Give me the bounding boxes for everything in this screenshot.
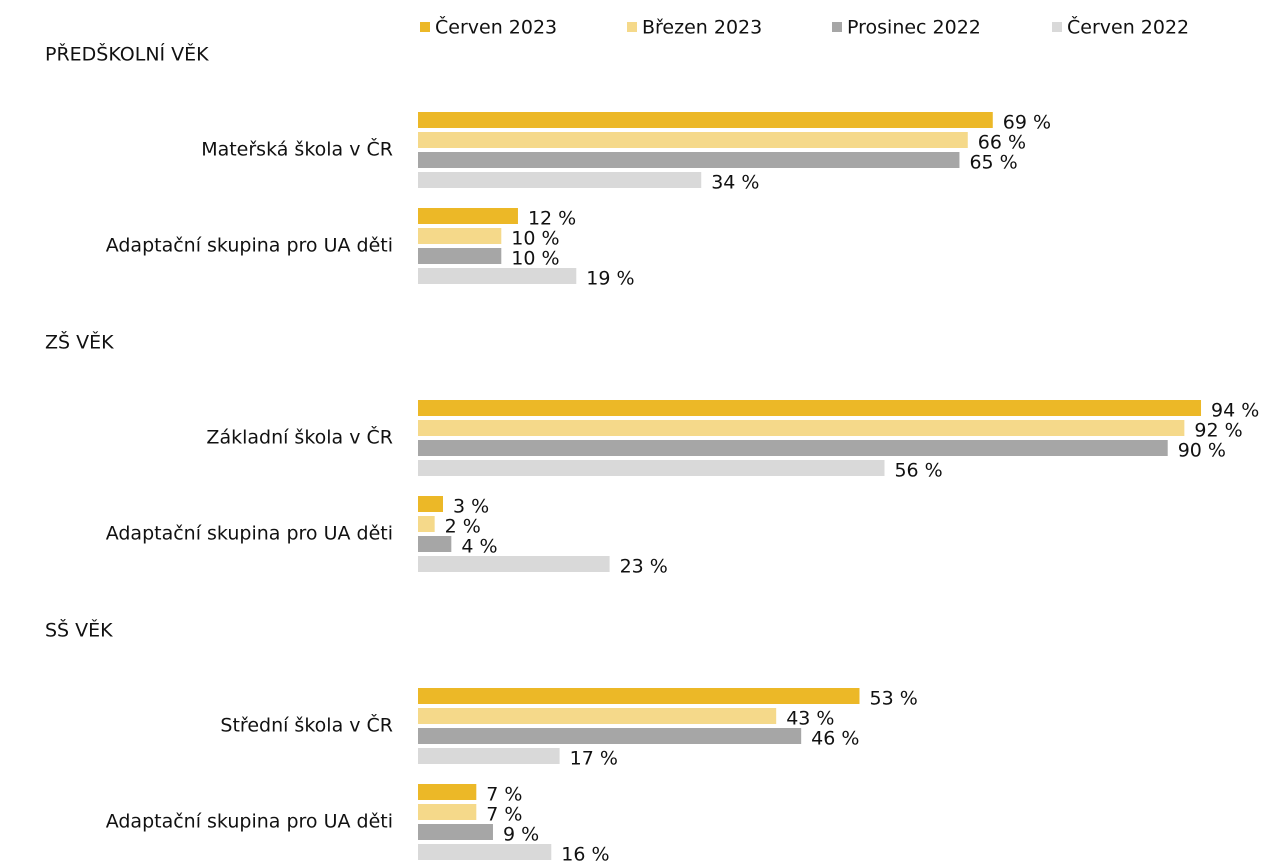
legend-swatch — [627, 22, 637, 32]
category-label: Adaptační skupina pro UA děti — [106, 235, 393, 257]
bar — [418, 536, 452, 552]
legend-label: Březen 2023 — [642, 17, 762, 39]
category-label: Základní škola v ČR — [206, 425, 393, 449]
bar — [418, 152, 960, 168]
value-label: 19 % — [586, 268, 634, 290]
value-label: 9 % — [503, 824, 539, 846]
legend-label: Červen 2023 — [435, 15, 557, 39]
value-label: 12 % — [528, 208, 576, 230]
bar — [418, 556, 610, 572]
bar — [418, 748, 560, 764]
value-label: 34 % — [711, 172, 759, 194]
bar — [418, 132, 968, 148]
value-label: 10 % — [511, 228, 559, 250]
value-label: 92 % — [1194, 420, 1242, 442]
bar — [418, 728, 802, 744]
value-label: 3 % — [453, 496, 489, 518]
legend-swatch — [1052, 22, 1062, 32]
value-label: 10 % — [511, 248, 559, 270]
bar — [418, 708, 777, 724]
category-label: Střední škola v ČR — [220, 713, 393, 737]
value-label: 16 % — [561, 844, 609, 862]
value-label: 66 % — [978, 132, 1026, 154]
value-label: 2 % — [445, 516, 481, 538]
section-title: ZŠ VĚK — [45, 330, 114, 354]
category-label: Adaptační skupina pro UA děti — [106, 811, 393, 833]
value-label: 4 % — [461, 536, 497, 558]
value-label: 53 % — [869, 688, 917, 710]
value-label: 7 % — [486, 784, 522, 806]
bar — [418, 440, 1168, 456]
bar — [418, 268, 577, 284]
legend-swatch — [832, 22, 842, 32]
section-title: PŘEDŠKOLNÍ VĚK — [45, 42, 209, 66]
value-label: 90 % — [1178, 440, 1226, 462]
category-label: Mateřská škola v ČR — [201, 137, 393, 161]
value-label: 23 % — [620, 556, 668, 578]
legend-swatch — [420, 22, 430, 32]
bar — [418, 784, 477, 800]
bar — [418, 804, 477, 820]
bar — [418, 460, 885, 476]
bar — [418, 208, 518, 224]
bar — [418, 496, 443, 512]
value-label: 69 % — [1003, 112, 1051, 134]
legend-label: Prosinec 2022 — [847, 17, 981, 39]
legend-label: Červen 2022 — [1067, 15, 1189, 39]
bar — [418, 824, 493, 840]
bar — [418, 844, 552, 860]
value-label: 46 % — [811, 728, 859, 750]
bar — [418, 400, 1202, 416]
bar — [418, 688, 860, 704]
bar — [418, 516, 435, 532]
category-label: Adaptační skupina pro UA děti — [106, 523, 393, 545]
value-label: 7 % — [486, 804, 522, 826]
value-label: 56 % — [894, 460, 942, 482]
value-label: 94 % — [1211, 400, 1259, 422]
section-title: SŠ VĚK — [45, 618, 113, 642]
bar — [418, 112, 993, 128]
value-label: 43 % — [786, 708, 834, 730]
bar — [418, 248, 502, 264]
bar — [418, 172, 702, 188]
bar — [418, 420, 1185, 436]
bar — [418, 228, 502, 244]
value-label: 17 % — [570, 748, 618, 770]
value-label: 65 % — [969, 152, 1017, 174]
